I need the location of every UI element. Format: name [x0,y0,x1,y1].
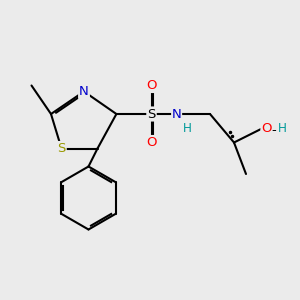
Text: N: N [79,85,89,98]
Text: S: S [57,142,66,155]
Text: O: O [261,122,272,136]
Text: S: S [147,107,156,121]
Text: O: O [146,79,157,92]
Text: O: O [146,136,157,149]
Text: H: H [183,122,192,135]
Text: H: H [278,122,286,136]
Text: -: - [272,124,276,137]
Text: N: N [172,107,182,121]
